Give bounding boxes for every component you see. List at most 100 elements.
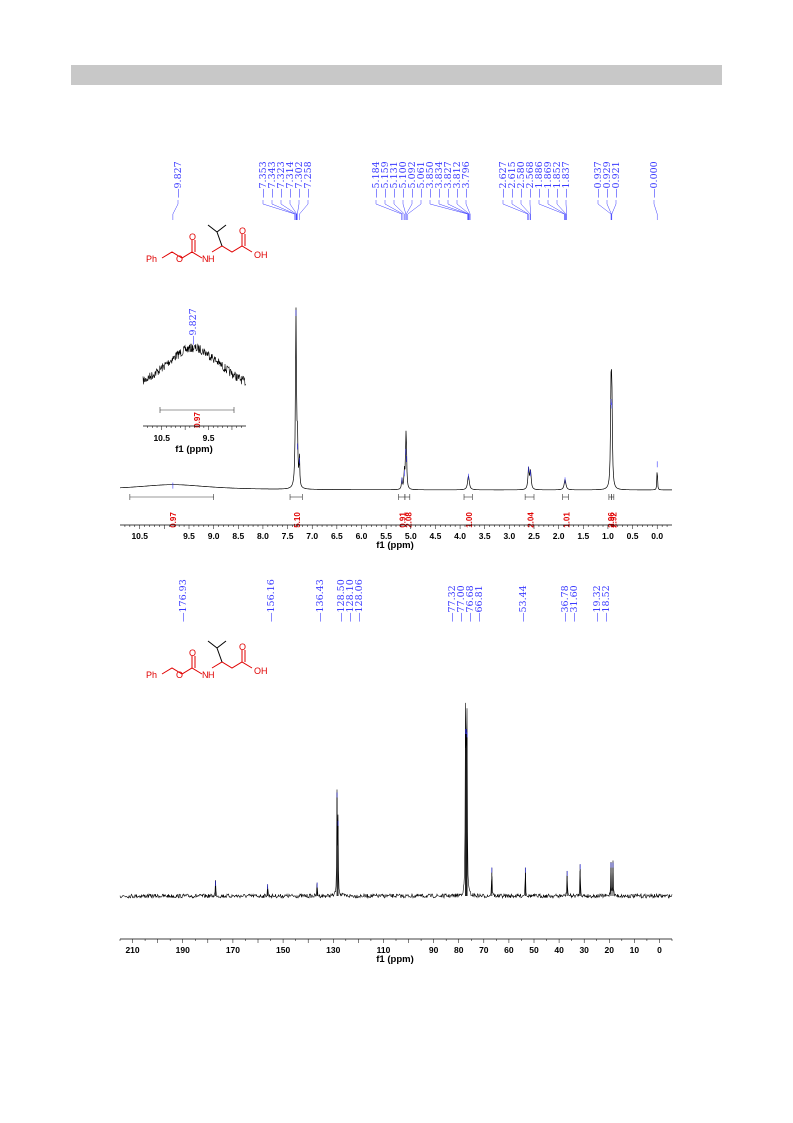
c-tick-label: 70 <box>479 945 489 955</box>
h-peak-leader <box>280 200 297 220</box>
h-peak-leader <box>271 200 296 220</box>
h-peak-label: —7.302 <box>294 161 305 198</box>
ester-o-label-c: O <box>176 670 183 680</box>
h-tick-label: 4.0 <box>454 531 466 541</box>
h-tick-label: 2.5 <box>528 531 540 541</box>
c-peak-label: —53.44 <box>518 585 529 622</box>
h-peak-label: —3.834 <box>434 161 445 198</box>
h-peak-label: —7.343 <box>267 161 278 198</box>
h-integral-value: 5.10 <box>293 512 302 528</box>
h-integral-value: 0.91 <box>399 512 408 528</box>
h-integral-value: 1.00 <box>465 512 474 528</box>
c-peak-label: —128.06 <box>354 579 365 622</box>
c-tick-label: 150 <box>276 945 290 955</box>
h-peak-label: —1.837 <box>561 161 572 198</box>
c-peak-label: —36.78 <box>560 585 571 622</box>
h-peak-label: —2.615 <box>507 161 518 198</box>
h-tick-label: 10.5 <box>131 531 148 541</box>
c-peak-label: —136.43 <box>315 579 326 622</box>
inset-tick-label: 10.5 <box>153 433 170 443</box>
h-peak-label: —7.314 <box>285 161 296 198</box>
nh-n-label: N <box>202 254 209 264</box>
c-spectrum-plot <box>119 702 673 900</box>
c-peak-label: —31.60 <box>569 585 580 622</box>
h-peak-leader <box>502 200 528 220</box>
h-peak-leader <box>393 200 405 220</box>
h-inset-panel: —9.827 0.97 10.5 9.5f1 (ppm) <box>142 308 246 455</box>
c-peak-label: —128.50 <box>336 579 347 622</box>
ester-o-label: O <box>176 254 183 264</box>
h-peak-leader <box>653 200 658 220</box>
h-integral-value: 2.92 <box>610 512 619 528</box>
c-chemical-structure: Ph O O N H O OH <box>146 640 268 680</box>
c-tick-label: 110 <box>377 945 391 955</box>
h-peak-label: —5.184 <box>371 161 382 198</box>
c-peak-label: —176.93 <box>178 579 189 622</box>
h-peak-label: —5.100 <box>398 161 409 198</box>
c-tick-label: 10 <box>630 945 640 955</box>
h-peak-leader <box>375 200 402 220</box>
h-tick-label: 9.0 <box>208 531 220 541</box>
inset-x-axis-title: f1 (ppm) <box>175 444 212 455</box>
oh-label: OH <box>254 250 268 260</box>
h-peak-label: —0.000 <box>649 161 660 198</box>
c-x-axis-title: f1 (ppm) <box>376 954 413 965</box>
h-peak-leader <box>406 200 413 220</box>
h-integral-group: 0.97 5.10 0.912.08 1.00 2.04 1.01 2.962.92 <box>129 494 619 528</box>
h-peak-leader <box>565 200 567 220</box>
h-tick-label: 7.0 <box>306 531 318 541</box>
c-peak-label: —77.00 <box>456 585 467 622</box>
h-tick-label: 6.5 <box>331 531 343 541</box>
h-peak-label: —1.852 <box>552 161 563 198</box>
h-chemical-structure: Ph O O N H O OH <box>146 224 268 264</box>
c-peak-label-group: —176.93 —156.16 —136.43 —128.50—128.10—128.… <box>178 579 612 622</box>
c-peak-label: —66.81 <box>474 585 485 622</box>
h-peak-leader <box>447 200 469 220</box>
ph-label-c: Ph <box>146 670 157 680</box>
h-peak-label: —3.827 <box>443 161 454 198</box>
c-peak-label: —76.68 <box>465 585 476 622</box>
h-peak-leader <box>456 200 470 220</box>
h-integral-value: 2.08 <box>404 512 413 528</box>
h-peak-leader <box>611 200 617 220</box>
h-peak-leader <box>297 200 300 220</box>
h-tick-label: 5.0 <box>405 531 417 541</box>
carbonyl-o-label: O <box>189 232 196 242</box>
h-peak-leader <box>606 200 612 220</box>
acid-o-label: O <box>239 226 246 236</box>
header-bar <box>71 65 722 85</box>
h-tick-label: 1.0 <box>602 531 614 541</box>
h-peak-label: —2.568 <box>525 161 536 198</box>
h-integral-value: 2.96 <box>607 512 616 528</box>
h-peak-label: —3.850 <box>425 161 436 198</box>
c-tick-label: 60 <box>504 945 514 955</box>
h-tick-label: 1.5 <box>577 531 589 541</box>
nh-h-label: H <box>208 254 215 264</box>
h-x-axis-title: f1 (ppm) <box>376 540 413 551</box>
c-peak-label: —18.52 <box>601 585 612 622</box>
h-peak-label: —7.258 <box>303 161 314 198</box>
h-integral-value: 1.01 <box>563 512 572 528</box>
h-integral-value: 2.04 <box>527 512 536 528</box>
inset-trace <box>142 343 246 386</box>
h-tick-label: 0.0 <box>651 531 663 541</box>
h-peak-label: —3.812 <box>452 161 463 198</box>
nh-h-label-c: H <box>208 670 215 680</box>
h-peak-leader <box>529 200 531 220</box>
h-peak-leader <box>262 200 296 220</box>
acid-o-label-c: O <box>239 642 246 652</box>
c-peak-label: —77.32 <box>447 585 458 622</box>
h-tick-label: 4.5 <box>430 531 442 541</box>
h-tick-label: 5.5 <box>380 531 392 541</box>
h-integral-value: 0.97 <box>169 512 178 528</box>
h-peak-leader <box>402 200 407 220</box>
h-peak-label-group: —9.827 —7.353—7.343—7.323—7.314—7.302—7.2… <box>172 161 660 220</box>
c-peak-label: —19.32 <box>592 585 603 622</box>
c-tick-label: 90 <box>429 945 439 955</box>
h-peak-label: —5.131 <box>389 161 400 198</box>
h-spectrum-trace <box>120 307 672 491</box>
h-peak-label: —2.627 <box>498 161 509 198</box>
h-tick-label: 3.0 <box>503 531 515 541</box>
ph-label: Ph <box>146 254 157 264</box>
h-peak-leader <box>429 200 468 220</box>
